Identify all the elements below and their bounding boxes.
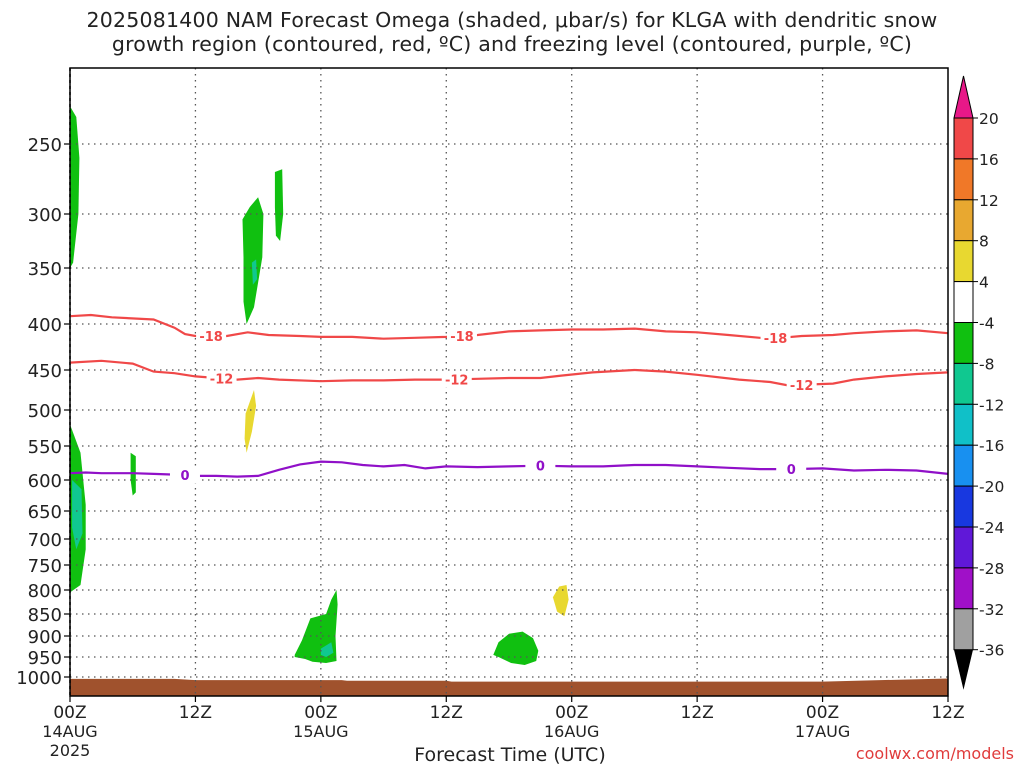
y-tick-label: 250 [28, 135, 62, 156]
colorbar-swatch-3 [953, 240, 974, 283]
y-tick-label: 900 [28, 627, 62, 648]
colorbar-label: 12 [979, 192, 999, 210]
colorbar-swatch-5 [953, 322, 974, 364]
omega-region-3 [251, 259, 258, 285]
x-tick-label: 12Z [179, 703, 212, 723]
contour-label--12: -12 [445, 373, 469, 388]
colorbar-swatch-11 [953, 567, 974, 610]
y-tick-label: 450 [28, 361, 62, 382]
omega-region-9 [320, 642, 334, 657]
x-tick-label: 12Z [430, 703, 463, 723]
colorbar-label: -36 [979, 642, 1004, 660]
contour-label--12: -12 [210, 372, 234, 387]
x-tick-date: 15AUG [293, 722, 348, 741]
omega-region-11 [552, 585, 569, 617]
colorbar-label: -4 [979, 315, 994, 333]
colorbar-label: 16 [979, 151, 999, 169]
colorbar-label: -32 [979, 601, 1004, 619]
x-axis-label: Forecast Time (UTC) [414, 744, 606, 766]
colorbar-swatch-7 [953, 403, 974, 446]
contour-label--18: -18 [450, 330, 474, 345]
contour-label-bg-1-1 [441, 371, 472, 388]
colorbar-label: -20 [979, 478, 1004, 496]
colorbar-swatch-12 [953, 608, 974, 651]
colorbar-label: -24 [979, 519, 1004, 537]
colorbar-swatch-6 [953, 362, 974, 405]
y-tick-label: 750 [28, 556, 62, 577]
colorbar-swatch-8 [953, 444, 974, 487]
colorbar-label: -12 [979, 396, 1004, 414]
y-tick-label: 550 [28, 437, 62, 458]
x-tick-date: 14AUG [42, 722, 97, 741]
y-tick-label: 500 [28, 401, 62, 422]
colorbar-swatch-2 [953, 199, 974, 242]
x-tick-label: 12Z [931, 703, 964, 723]
y-tick-label: 350 [28, 259, 62, 280]
colorbar-label: 4 [979, 274, 989, 292]
contour-label-bg-2-0 [169, 467, 200, 484]
colorbar-label: 20 [979, 110, 999, 128]
contour-label-bg-0-1 [446, 327, 477, 344]
colorbar-swatch-1 [953, 158, 974, 201]
title-line-1: 2025081400 NAM Forecast Omega (shaded, μ… [86, 8, 938, 32]
omega-region-2 [274, 169, 284, 241]
x-tick-label: 00Z [555, 703, 588, 723]
omega-region-10 [493, 631, 539, 665]
contour-label--18: -18 [199, 330, 223, 345]
colorbar-top-arrow [953, 75, 974, 119]
colorbar-bottom-arrow [954, 649, 973, 690]
colorbar-label: -8 [979, 355, 994, 373]
y-tick-label: 650 [28, 502, 62, 523]
x-tick-date: 16AUG [544, 722, 599, 741]
omega-region-6 [72, 480, 83, 550]
y-tick-label: 950 [28, 648, 62, 669]
chart-title: 2025081400 NAM Forecast Omega (shaded, μ… [0, 8, 1024, 56]
contour-label-bg-0-2 [760, 329, 791, 346]
contour-line--18 [69, 313, 949, 340]
plot-frame [69, 67, 949, 697]
contour-label-bg-2-1 [525, 457, 556, 474]
colorbar-label: -28 [979, 560, 1004, 578]
credit-link[interactable]: coolwx.com/models [855, 744, 1014, 763]
colorbar-label: -16 [979, 437, 1004, 455]
y-tick-label: 400 [28, 315, 62, 336]
colorbar-swatch-10 [953, 526, 974, 569]
contour-label-bg-1-0 [206, 370, 237, 387]
x-tick-label: 00Z [53, 703, 86, 723]
omega-region-1 [242, 197, 264, 324]
title-line-2: growth region (contoured, red, ºC) and f… [111, 32, 913, 56]
omega-region-8 [294, 590, 338, 663]
x-tick-label: 00Z [304, 703, 337, 723]
contour-label-0: 0 [536, 460, 545, 475]
contour-label-0: 0 [787, 463, 796, 478]
y-tick-label: 1000 [16, 668, 62, 689]
omega-region-0 [70, 106, 80, 268]
y-tick-label: 800 [28, 581, 62, 602]
contour-label-0: 0 [180, 469, 189, 484]
omega-region-4 [244, 390, 257, 453]
colorbar-swatch-4 [953, 281, 974, 324]
ground-shading [70, 678, 948, 696]
contour-label--18: -18 [764, 332, 788, 347]
x-tick-year: 2025 [50, 741, 91, 760]
x-tick-date: 17AUG [795, 722, 850, 741]
colorbar-swatch-0 [953, 117, 974, 160]
colorbar-label: 8 [979, 233, 989, 251]
colorbar-swatch-9 [953, 485, 974, 528]
contour-label-bg-0-0 [196, 327, 227, 344]
x-tick-label: 00Z [806, 703, 839, 723]
x-tick-label: 12Z [681, 703, 714, 723]
contour-label-bg-2-2 [776, 461, 807, 478]
contour-label-bg-1-2 [786, 377, 817, 394]
y-tick-label: 700 [28, 530, 62, 551]
y-tick-label: 850 [28, 605, 62, 626]
contour-line-0 [69, 460, 949, 478]
y-tick-label: 300 [28, 205, 62, 226]
y-tick-label: 600 [28, 471, 62, 492]
contour-label--12: -12 [790, 379, 814, 394]
